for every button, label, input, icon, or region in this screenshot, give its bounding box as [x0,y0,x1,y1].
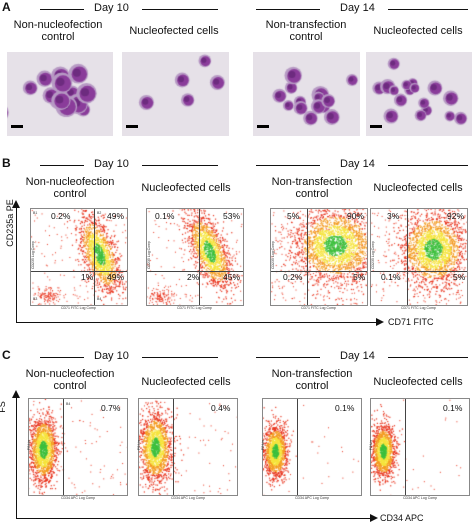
panel-c-letter: C [2,348,11,362]
quadrant-pct: 49% [107,272,125,282]
x-tick-label: CD34 APC Log Comp [61,496,96,500]
quadrant-pct: 0.2% [283,272,303,282]
quadrant-pct: 49% [107,211,125,221]
x-tick-label: CD34 APC Log Comp [171,496,206,500]
flow-plot: 5% 90% 0.2% 5% CD71 FITC Log Comp CD235 … [270,208,368,310]
gate-pct: 0.1% [335,403,355,413]
x-axis-label: CD71 FITC [388,317,434,327]
y-tick-label: FS Lin [369,439,374,451]
quadrant-pct: 1% [81,272,94,282]
column-label: Nucleofected cells [141,376,231,388]
column-label: Non-transfection control [271,176,353,200]
y-tick-label: CD235 Log Comp [371,240,376,270]
quadrant-pct: 0.1% [155,211,175,221]
x-tick-label: CD71 FITC Log Comp [177,306,212,310]
day-label: Day 14 [340,158,375,170]
quadrant-pct: 45% [223,272,241,282]
x-axis-arrowhead [370,514,378,522]
y-tick-label: CD235 Log Comp [271,240,276,270]
gate-code: B4 [66,402,71,406]
scale-bar [257,125,269,128]
x-axis-arrow [16,322,378,323]
column-label: Nucleofected cells [373,25,463,37]
flow-plot: 0.4% CD34 APC Log Comp FS Lin [137,398,238,500]
day-label: Day 10 [94,350,129,362]
flow-plot: 0.2% 49% 1% 49% B1 B2 B3 B4 CD71 FITC Lo… [30,208,128,310]
quadrant-code: B2 [97,211,102,215]
scale-bar [126,125,138,128]
x-tick-label: CD71 FITC Log Comp [301,306,336,310]
quadrant-pct: 0.2% [51,211,71,221]
micrograph [122,52,229,136]
panel-b-letter: B [2,156,11,170]
micrograph [253,52,360,136]
column-label: Non-transfection control [265,19,347,43]
column-label: Non-nucleofection control [25,176,115,200]
column-label: Nucleofected cells [373,182,463,194]
quadrant-pct: 3% [387,211,400,221]
x-tick-label: CD71 FITC Log Comp [61,306,96,310]
y-tick-label: FS Lin [137,439,142,451]
micrograph [366,52,472,136]
gate-pct: 0.1% [443,403,463,413]
micrograph [7,52,113,136]
gate-pct: 0.7% [101,403,121,413]
y-axis-arrowhead [12,390,20,398]
column-label: Nucleofected cells [129,25,219,37]
x-axis-label: CD34 APC [380,513,424,523]
quadrant-pct: 90% [347,211,365,221]
quadrant-pct: 5% [453,272,466,282]
y-tick-label: FS Lin [261,439,266,451]
panel-a-day14-header: Day 14 [256,2,468,16]
gate-pct: 0.4% [211,403,231,413]
flow-plot: 0.1% CD34 APC Log Comp FS Lin [369,398,470,500]
quadrant-pct: 0.1% [381,272,401,282]
panel-b-day14-header: Day 14 [256,158,468,172]
scale-bar [11,125,23,128]
column-label: Non-nucleofection control [13,19,103,43]
x-tick-label: CD34 APC Log Comp [403,496,438,500]
y-tick-label: CD235 Log Comp [31,240,36,270]
panel-c-day14-header: Day 14 [256,350,468,364]
y-tick-label: CD235 Log Comp [147,240,152,270]
x-axis-arrowhead [376,318,384,326]
quadrant-code: B1 [33,211,38,215]
quadrant-code: B3 [33,297,38,301]
y-axis-label: FS [0,401,7,413]
day-label: Day 14 [340,350,375,362]
column-label: Nucleofected cells [373,376,463,388]
column-label: Non-nucleofection control [25,368,115,392]
quadrant-pct: 2% [187,272,200,282]
y-axis-arrow [16,396,17,518]
day-label: Day 10 [94,158,129,170]
y-axis-arrow [16,206,17,322]
column-label: Nucleofected cells [141,182,231,194]
quadrant-pct: 53% [223,211,241,221]
y-tick-label: FS Lin [27,439,32,451]
quadrant-pct: 92% [447,211,465,221]
flow-plot: 0.1% 53% 2% 45% CD71 FITC Log Comp CD235… [146,208,244,310]
flow-plot: 0.7% B4 CD34 APC Log Comp FS Lin [27,398,128,500]
quadrant-pct: 5% [353,272,366,282]
column-label: Non-transfection control [271,368,353,392]
x-tick-label: CD71 FITC Log Comp [401,306,436,310]
panel-a-letter: A [2,0,11,14]
panel-c-day10-header: Day 10 [40,350,218,364]
panel-b-day10-header: Day 10 [40,158,218,172]
quadrant-pct: 5% [287,211,300,221]
day-label: Day 10 [94,2,129,14]
scale-bar [370,125,382,128]
y-axis-arrowhead [12,200,20,208]
day-label: Day 14 [340,2,375,14]
quadrant-code: B4 [97,297,102,301]
x-tick-label: CD34 APC Log Comp [295,496,330,500]
x-axis-arrow [16,518,372,519]
flow-plot: 0.1% CD34 APC Log Comp FS Lin [261,398,362,500]
panel-a-day10-header: Day 10 [40,2,218,16]
flow-plot: 3% 92% 0.1% 5% CD71 FITC Log Comp CD235 … [370,208,468,310]
